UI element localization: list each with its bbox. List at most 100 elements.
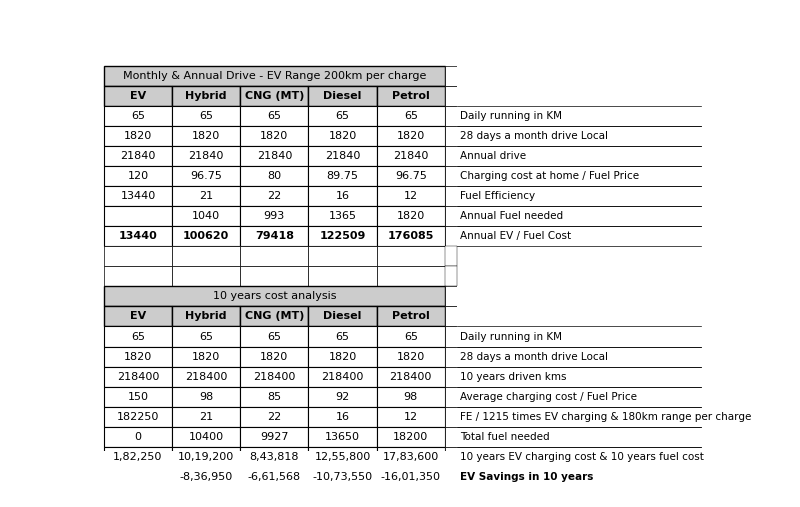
Text: 28 days a month drive Local: 28 days a month drive Local: [459, 131, 608, 141]
Text: 65: 65: [131, 111, 145, 121]
Bar: [377, 346, 445, 367]
Bar: [457, 86, 702, 106]
Bar: [377, 206, 445, 227]
Bar: [240, 246, 309, 267]
Text: EV: EV: [130, 91, 146, 101]
Bar: [172, 126, 240, 147]
Bar: [445, 187, 457, 206]
Bar: [172, 106, 240, 126]
Bar: [104, 206, 172, 227]
Bar: [172, 426, 240, 447]
Bar: [104, 66, 445, 86]
Bar: [309, 126, 377, 147]
Bar: [309, 106, 377, 126]
Bar: [104, 447, 172, 466]
Bar: [445, 227, 457, 246]
Text: Annual Fuel needed: Annual Fuel needed: [459, 211, 562, 222]
Text: -6,61,568: -6,61,568: [248, 472, 301, 482]
Bar: [377, 126, 445, 147]
Text: 65: 65: [267, 332, 282, 342]
Bar: [309, 147, 377, 166]
Text: 98: 98: [404, 391, 418, 402]
Text: 65: 65: [199, 332, 213, 342]
Bar: [377, 147, 445, 166]
Text: 993: 993: [264, 211, 285, 222]
Text: 1365: 1365: [329, 211, 357, 222]
Text: 65: 65: [335, 332, 350, 342]
Text: 8,43,818: 8,43,818: [250, 452, 299, 461]
Text: Hybrid: Hybrid: [186, 91, 227, 101]
Bar: [377, 487, 445, 506]
Bar: [104, 386, 172, 407]
Bar: [445, 306, 457, 327]
Bar: [309, 447, 377, 466]
Bar: [309, 327, 377, 346]
Text: 13440: 13440: [118, 231, 158, 241]
Bar: [457, 66, 702, 86]
Text: Fuel Efficiency: Fuel Efficiency: [459, 191, 534, 201]
Bar: [240, 166, 309, 187]
Text: 1040: 1040: [192, 211, 220, 222]
Bar: [172, 187, 240, 206]
Text: Petrol: Petrol: [392, 311, 430, 321]
Bar: [309, 306, 377, 327]
Text: 96.75: 96.75: [395, 171, 426, 182]
Bar: [457, 187, 702, 206]
Text: FE / 1215 times EV charging & 180km range per charge: FE / 1215 times EV charging & 180km rang…: [459, 412, 751, 422]
Text: EV Savings in 10 years: EV Savings in 10 years: [459, 472, 593, 482]
Bar: [377, 246, 445, 267]
Bar: [457, 426, 702, 447]
Text: 17,83,600: 17,83,600: [382, 452, 439, 461]
Bar: [104, 166, 172, 187]
Bar: [457, 367, 702, 386]
Text: 65: 65: [404, 332, 418, 342]
Bar: [104, 407, 172, 426]
Bar: [104, 466, 172, 487]
Text: 1820: 1820: [124, 351, 152, 361]
Bar: [240, 227, 309, 246]
Bar: [457, 466, 702, 487]
Bar: [309, 407, 377, 426]
Text: 79418: 79418: [255, 231, 294, 241]
Bar: [309, 246, 377, 267]
Bar: [309, 466, 377, 487]
Bar: [309, 166, 377, 187]
Text: 120: 120: [127, 171, 149, 182]
Bar: [457, 386, 702, 407]
Bar: [172, 386, 240, 407]
Text: 13440: 13440: [120, 191, 155, 201]
Text: 92: 92: [335, 391, 350, 402]
Bar: [457, 407, 702, 426]
Text: 21: 21: [199, 412, 214, 422]
Text: 10 years driven kms: 10 years driven kms: [459, 372, 566, 382]
Text: 21840: 21840: [325, 151, 360, 161]
Bar: [240, 327, 309, 346]
Bar: [240, 407, 309, 426]
Bar: [172, 246, 240, 267]
Bar: [104, 327, 172, 346]
Bar: [240, 206, 309, 227]
Bar: [445, 346, 457, 367]
Bar: [104, 106, 172, 126]
Text: 1820: 1820: [192, 131, 220, 141]
Text: 21: 21: [199, 191, 214, 201]
Text: 65: 65: [404, 111, 418, 121]
Text: 65: 65: [199, 111, 213, 121]
Text: 21840: 21840: [120, 151, 156, 161]
Bar: [445, 447, 457, 466]
Bar: [104, 426, 172, 447]
Bar: [445, 466, 457, 487]
Bar: [377, 267, 445, 286]
Text: 89.75: 89.75: [326, 171, 358, 182]
Bar: [309, 346, 377, 367]
Bar: [240, 367, 309, 386]
Bar: [445, 66, 457, 86]
Text: 12: 12: [404, 412, 418, 422]
Text: 0: 0: [134, 431, 142, 442]
Bar: [445, 267, 457, 286]
Text: EV: EV: [130, 311, 146, 321]
Bar: [445, 487, 457, 506]
Bar: [240, 187, 309, 206]
Bar: [377, 327, 445, 346]
Text: Total fuel needed: Total fuel needed: [459, 431, 550, 442]
